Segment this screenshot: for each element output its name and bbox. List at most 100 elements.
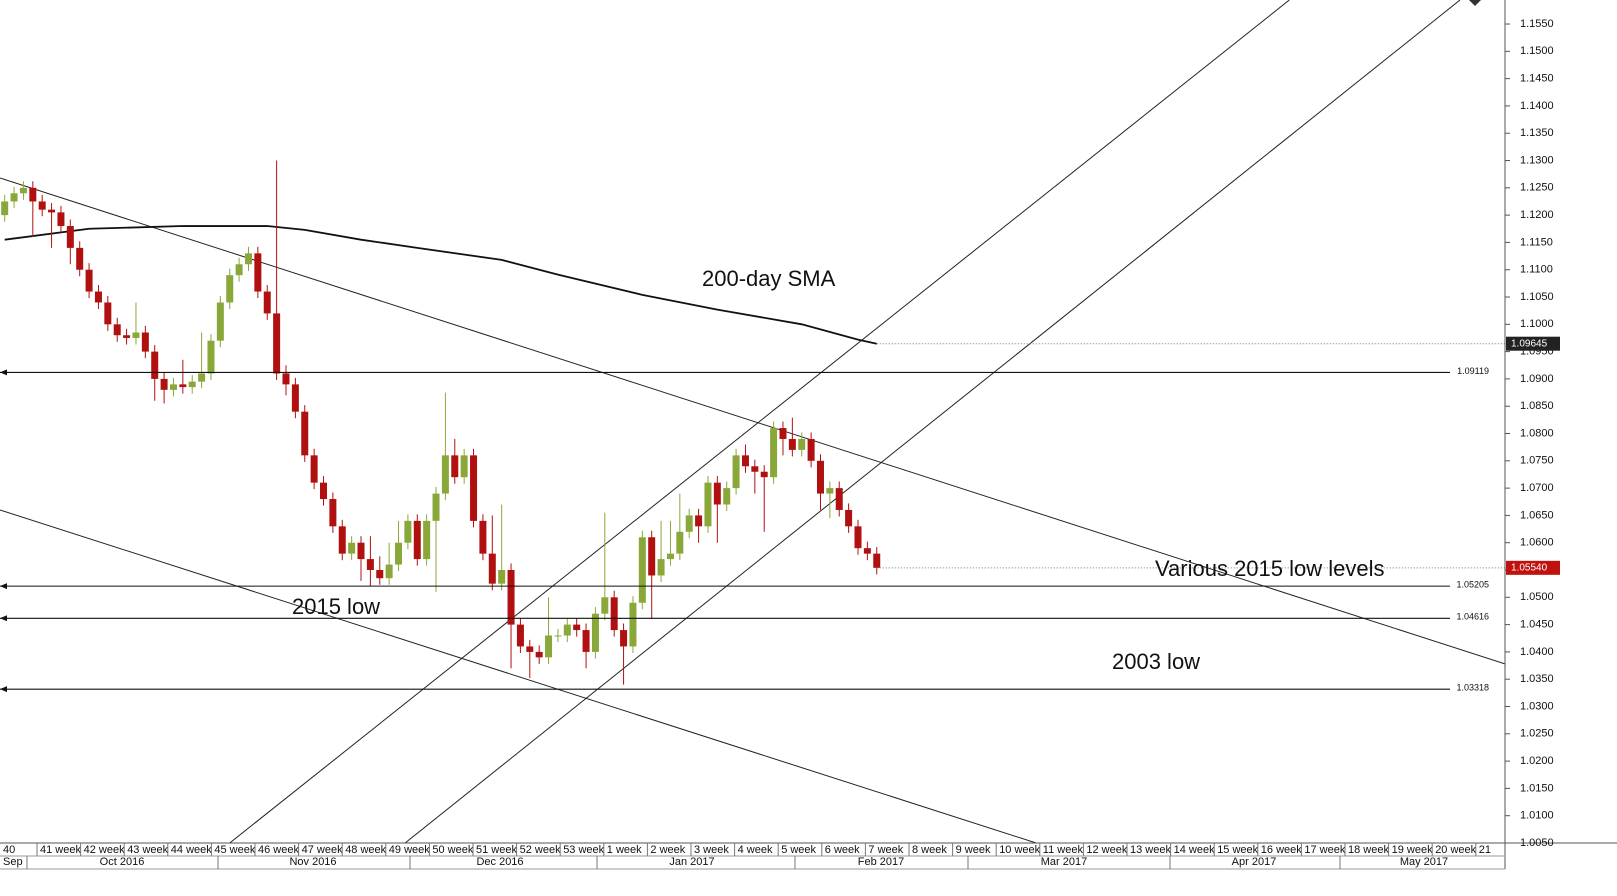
candle-body (179, 384, 187, 388)
candle-body (798, 438, 806, 450)
candle-body (498, 570, 506, 584)
candle-body (423, 520, 431, 560)
candle-body (441, 455, 449, 494)
candle-body (151, 351, 159, 379)
candle-body (123, 335, 131, 338)
candle-body (704, 482, 712, 527)
week-label: 52 week (520, 844, 561, 856)
candle-body (432, 493, 440, 521)
candle-body (329, 499, 337, 527)
candle-body (385, 564, 393, 579)
scroll-arrow[interactable] (1469, 0, 1481, 6)
week-label: 11 week (1043, 844, 1084, 856)
week-label: 6 week (825, 844, 860, 856)
candle-body (38, 201, 46, 210)
level-arrow (0, 583, 7, 590)
candle-body (685, 515, 693, 532)
week-label: 15 week (1217, 844, 1258, 856)
level-arrow (0, 686, 7, 693)
y-tick-label: 1.0150 (1520, 782, 1554, 794)
candle-body (376, 570, 384, 579)
y-tick-label: 1.1050 (1520, 291, 1554, 303)
candle-body (535, 651, 543, 658)
month-label: Apr 2017 (1232, 856, 1277, 868)
candle-body (132, 332, 140, 338)
level-label: 1.03318 (1456, 683, 1489, 693)
y-tick-label: 1.0200 (1520, 755, 1554, 767)
week-label: 40 (3, 844, 15, 856)
week-label: 47 week (302, 844, 343, 856)
week-label: 12 week (1086, 844, 1127, 856)
week-label: 49 week (389, 844, 430, 856)
week-label: 4 week (738, 844, 773, 856)
week-label: 43 week (127, 844, 168, 856)
candle-body (873, 553, 881, 568)
candle-body (648, 537, 656, 576)
week-label: 14 week (1174, 844, 1215, 856)
candle-body (713, 482, 721, 505)
candle-body (488, 553, 496, 584)
candle-body (404, 520, 412, 543)
annotation: Various 2015 low levels (1155, 556, 1385, 581)
candle-body (1, 201, 9, 216)
candle-body (48, 209, 56, 213)
annotation: 200-day SMA (702, 266, 836, 291)
candle-body (366, 559, 374, 571)
candle-body (582, 630, 590, 652)
candle-body (348, 542, 356, 554)
week-label: 50 week (432, 844, 473, 856)
candle-body (216, 302, 224, 341)
candle-body (301, 411, 309, 456)
candle-body (854, 526, 862, 549)
candle-body (19, 187, 27, 194)
candle-body (751, 466, 759, 472)
y-tick-label: 1.0850 (1520, 400, 1554, 412)
level-label: 1.04616 (1456, 612, 1489, 622)
candle-body (94, 291, 102, 303)
candle-body (273, 313, 281, 374)
level-arrow (0, 615, 7, 622)
candle-body (610, 597, 618, 631)
candle-body (235, 264, 243, 276)
week-label: 3 week (694, 844, 729, 856)
candle-body (57, 212, 65, 227)
month-label: May 2017 (1400, 856, 1448, 868)
week-label: 19 week (1392, 844, 1433, 856)
trendline (404, 0, 1461, 843)
candle-body (526, 646, 534, 652)
candle-body (310, 455, 318, 483)
candle-body (770, 428, 778, 478)
candle-body (826, 488, 834, 494)
trendline (0, 177, 1505, 665)
candle-body (320, 482, 328, 500)
candle-body (516, 624, 524, 647)
y-tick-label: 1.0250 (1520, 728, 1554, 740)
candle-body (198, 373, 206, 382)
month-label: Nov 2016 (289, 856, 336, 868)
candle-body (666, 553, 674, 560)
plot-area (0, 0, 1505, 843)
candle-body (807, 438, 815, 461)
y-tick-label: 1.0450 (1520, 619, 1554, 631)
week-label: 17 week (1304, 844, 1345, 856)
candle-body (779, 428, 787, 439)
week-label: 10 week (999, 844, 1040, 856)
candle-body (160, 378, 168, 390)
candle-body (723, 488, 731, 505)
y-tick-label: 1.1550 (1520, 18, 1554, 30)
candle-body (226, 275, 234, 303)
week-label: 46 week (258, 844, 299, 856)
week-label: 8 week (912, 844, 947, 856)
candle-body (695, 515, 703, 527)
y-tick-label: 1.1200 (1520, 209, 1554, 221)
candle-body (282, 373, 290, 385)
y-tick-label: 1.0500 (1520, 591, 1554, 603)
candle-body (573, 624, 581, 631)
y-tick-label: 1.0800 (1520, 427, 1554, 439)
week-label: 45 week (214, 844, 255, 856)
candle-body (169, 384, 177, 390)
candle-body (835, 488, 843, 510)
y-tick-label: 1.1250 (1520, 182, 1554, 194)
candle-body (554, 635, 562, 637)
week-label: 16 week (1261, 844, 1302, 856)
